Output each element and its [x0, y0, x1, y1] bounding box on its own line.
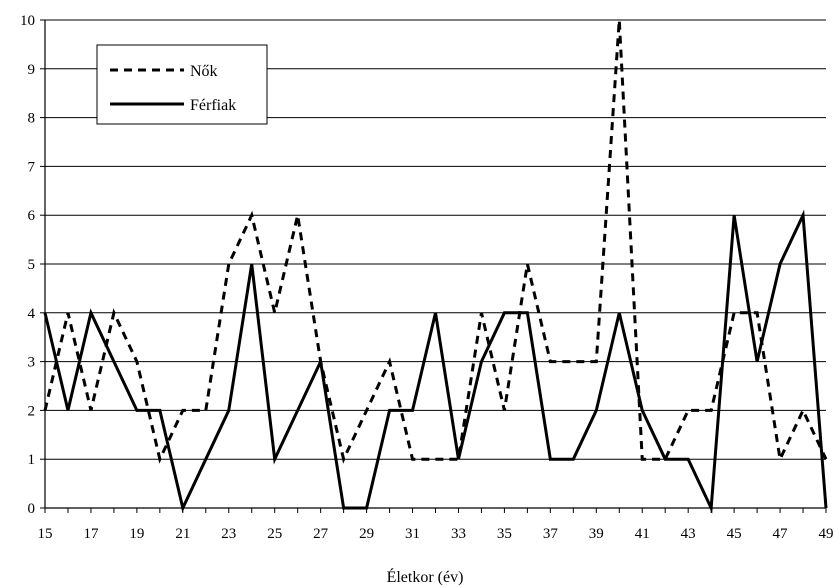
x-tick-label: 25 [267, 526, 282, 542]
series-line-ferfiak [43, 209, 828, 514]
y-tick-label: 10 [20, 13, 35, 29]
x-tick-label: 49 [819, 526, 834, 542]
series-line-nok [43, 19, 828, 465]
x-tick-label: 17 [83, 526, 99, 542]
y-tick-label: 0 [28, 501, 36, 517]
y-axis-ticks: 0 1 2 3 4 5 6 7 8 9 10 [20, 13, 45, 517]
series-layer [43, 19, 828, 514]
x-axis-ticks: 15 17 19 21 23 25 27 29 31 33 35 37 39 41 43 45 47 49 [38, 508, 834, 542]
y-tick-label: 8 [28, 111, 36, 127]
y-tick-label: 1 [28, 452, 36, 468]
legend-label-nok: Nők [190, 63, 218, 80]
x-axis-title: Életkor (év) [387, 567, 464, 586]
x-tick-label: 21 [175, 526, 190, 542]
x-tick-label: 37 [543, 526, 559, 542]
y-tick-label: 5 [28, 257, 36, 273]
x-tick-label: 27 [313, 526, 329, 542]
x-tick-label: 35 [497, 526, 512, 542]
x-tick-label: 19 [129, 526, 144, 542]
y-tick-label: 3 [28, 355, 36, 371]
x-tick-label: 29 [359, 526, 374, 542]
y-tick-label: 9 [28, 62, 36, 78]
x-tick-label: 31 [405, 526, 420, 542]
x-tick-label: 23 [221, 526, 236, 542]
y-tick-label: 6 [28, 208, 36, 224]
x-tick-label: 15 [38, 526, 53, 542]
legend-box [96, 44, 268, 125]
x-tick-label: 39 [589, 526, 604, 542]
x-tick-label: 41 [635, 526, 650, 542]
x-tick-label: 47 [773, 526, 789, 542]
legend-label-ferfiak: Férfiak [190, 97, 236, 114]
x-tick-label: 45 [727, 526, 742, 542]
y-tick-label: 7 [28, 159, 36, 175]
x-tick-label: 33 [451, 526, 466, 542]
x-tick-label: 43 [681, 526, 696, 542]
gridlines [45, 19, 826, 460]
legend: Nők Férfiak [96, 44, 268, 125]
y-tick-label: 2 [28, 403, 36, 419]
y-tick-label: 4 [28, 306, 36, 322]
